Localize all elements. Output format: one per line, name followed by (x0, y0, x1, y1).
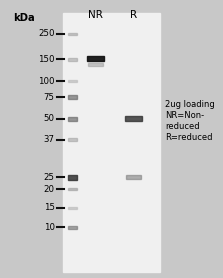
Text: 37: 37 (44, 135, 55, 144)
Text: 10: 10 (44, 223, 55, 232)
Bar (88, 63, 103, 66)
Text: 20: 20 (44, 185, 55, 193)
Text: 15: 15 (44, 203, 55, 212)
Bar (126, 175, 141, 179)
Bar (68, 175, 77, 180)
Text: 2ug loading
NR=Non-
reduced
R=reduced: 2ug loading NR=Non- reduced R=reduced (165, 100, 215, 142)
Text: 75: 75 (44, 93, 55, 102)
Bar (68, 188, 77, 190)
Bar (87, 56, 104, 61)
Text: 100: 100 (38, 77, 55, 86)
Text: 50: 50 (44, 115, 55, 123)
Text: kDa: kDa (13, 13, 35, 23)
Text: 250: 250 (38, 29, 55, 38)
Bar (68, 33, 77, 35)
Bar (63, 13, 160, 272)
Bar (68, 226, 77, 229)
Text: NR: NR (88, 10, 103, 20)
Bar (68, 80, 77, 83)
Bar (68, 207, 77, 209)
Text: 150: 150 (38, 55, 55, 64)
Bar (68, 117, 77, 121)
Bar (68, 138, 77, 141)
Bar (125, 116, 142, 121)
Text: 25: 25 (44, 173, 55, 182)
Bar (68, 95, 77, 99)
Text: R: R (130, 10, 137, 20)
Bar (68, 58, 77, 61)
